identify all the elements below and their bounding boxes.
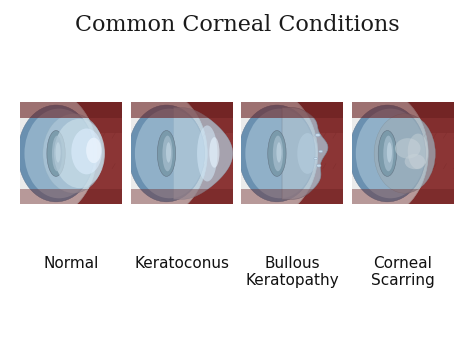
Polygon shape (241, 103, 343, 133)
Polygon shape (173, 108, 233, 199)
Ellipse shape (157, 131, 176, 176)
Ellipse shape (239, 105, 315, 202)
Ellipse shape (316, 87, 428, 220)
Polygon shape (352, 103, 454, 133)
Ellipse shape (276, 142, 282, 163)
Text: Normal: Normal (44, 256, 99, 271)
Ellipse shape (314, 158, 318, 160)
Ellipse shape (315, 134, 320, 137)
Ellipse shape (408, 134, 428, 169)
Ellipse shape (246, 109, 315, 198)
Ellipse shape (395, 138, 420, 159)
Ellipse shape (86, 138, 101, 163)
Ellipse shape (55, 142, 61, 163)
Polygon shape (20, 103, 122, 118)
Ellipse shape (297, 133, 318, 174)
Ellipse shape (166, 142, 171, 163)
Polygon shape (131, 103, 233, 118)
Ellipse shape (71, 129, 102, 174)
Text: Bullous
Keratopathy: Bullous Keratopathy (246, 256, 339, 288)
Polygon shape (131, 103, 233, 133)
Ellipse shape (18, 105, 94, 202)
Ellipse shape (374, 114, 435, 193)
Ellipse shape (317, 164, 321, 167)
Ellipse shape (349, 105, 426, 202)
Ellipse shape (197, 125, 218, 181)
Ellipse shape (356, 109, 425, 198)
Ellipse shape (378, 131, 397, 176)
Ellipse shape (0, 87, 97, 220)
Polygon shape (20, 189, 122, 204)
Ellipse shape (405, 154, 425, 169)
Text: Corneal
Scarring: Corneal Scarring (371, 256, 435, 288)
Ellipse shape (54, 119, 105, 188)
Text: Common Corneal Conditions: Common Corneal Conditions (75, 14, 399, 36)
Polygon shape (131, 189, 233, 204)
Ellipse shape (43, 114, 104, 193)
Ellipse shape (135, 109, 204, 198)
Polygon shape (352, 103, 454, 118)
Ellipse shape (47, 131, 65, 176)
Polygon shape (131, 103, 233, 204)
Polygon shape (352, 189, 454, 204)
Ellipse shape (273, 136, 283, 171)
Polygon shape (20, 103, 122, 133)
Ellipse shape (25, 109, 94, 198)
Ellipse shape (383, 136, 393, 171)
Ellipse shape (206, 87, 318, 220)
Text: Keratoconus: Keratoconus (134, 256, 229, 271)
Polygon shape (282, 108, 328, 199)
Ellipse shape (210, 137, 219, 168)
Ellipse shape (319, 150, 323, 153)
Polygon shape (241, 103, 343, 118)
Polygon shape (20, 103, 122, 204)
Ellipse shape (163, 136, 173, 171)
Polygon shape (352, 103, 454, 204)
Ellipse shape (268, 131, 286, 176)
Ellipse shape (52, 136, 62, 171)
Ellipse shape (387, 142, 392, 163)
Ellipse shape (95, 87, 207, 220)
Polygon shape (241, 189, 343, 204)
Ellipse shape (128, 105, 205, 202)
Polygon shape (241, 103, 343, 204)
